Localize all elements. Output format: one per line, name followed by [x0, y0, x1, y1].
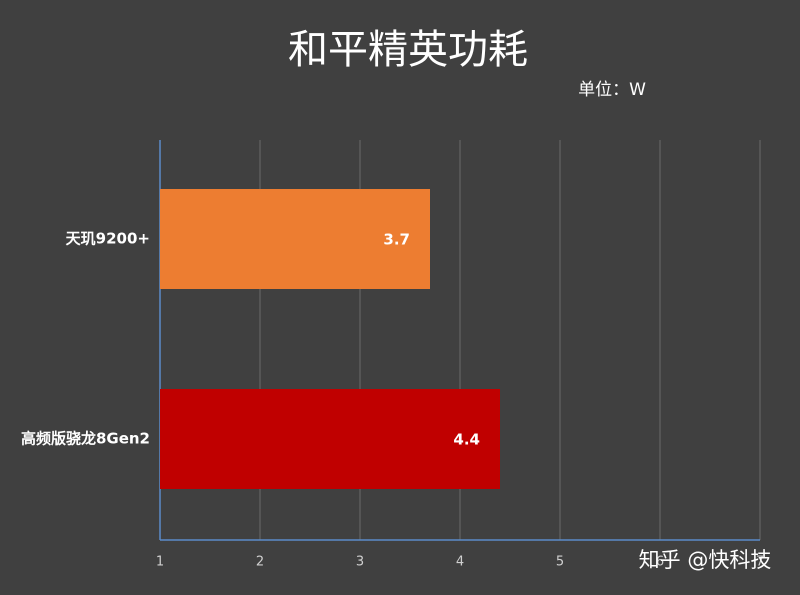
x-tick-label: 5 [556, 555, 564, 570]
x-tick-label: 3 [356, 555, 364, 570]
x-tick-label: 4 [456, 555, 464, 570]
y-tick-label: 高频版骁龙8Gen2 [21, 430, 150, 448]
x-tick-label: 2 [256, 555, 264, 570]
unit-label: 单位：W [578, 80, 646, 100]
bar [160, 389, 500, 489]
x-tick-label: 6 [656, 555, 664, 570]
chart-title: 和平精英功耗 [288, 27, 528, 73]
watermark: 知乎 @快科技 [639, 548, 772, 572]
x-tick-label: 1 [156, 555, 164, 570]
bar [160, 189, 430, 289]
y-tick-label: 天玑9200+ [66, 230, 150, 248]
data-label: 3.7 [383, 231, 410, 249]
data-label: 4.4 [453, 431, 480, 449]
x-tick-label: 7 [756, 555, 764, 570]
